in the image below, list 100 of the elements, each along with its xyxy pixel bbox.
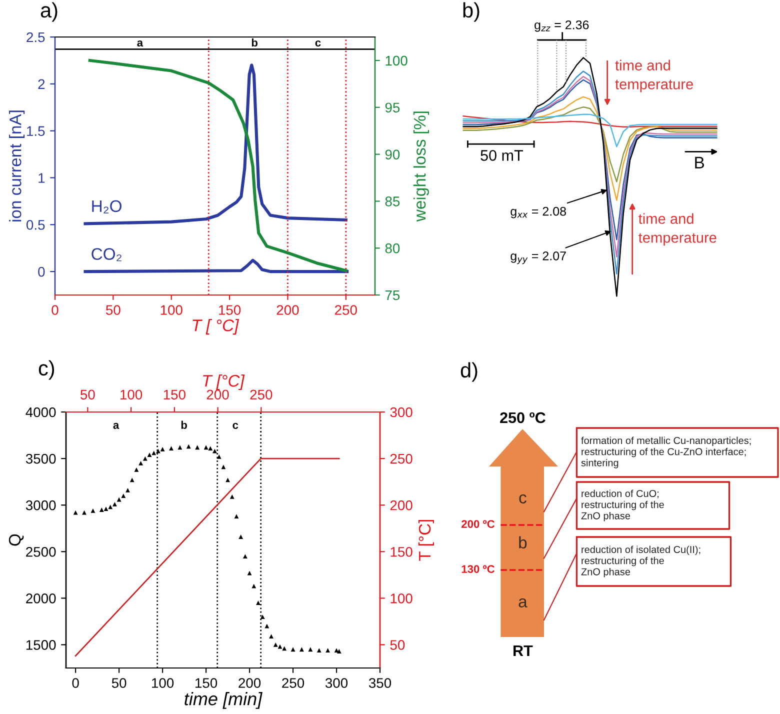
y-tick-label: 3500 — [26, 454, 56, 464]
point — [138, 461, 143, 466]
x-axis-title: time [min] — [184, 692, 262, 709]
point — [169, 446, 174, 450]
point — [212, 448, 217, 454]
text: 200 ºC — [462, 520, 495, 528]
line-series — [84, 64, 348, 226]
text: reduction of isolated Cu(II); restructuring of the ZnO phase — [581, 546, 700, 578]
annotation: time and temperature — [638, 213, 716, 246]
text: c — [519, 494, 526, 504]
point — [142, 456, 148, 461]
y2-tick-label: 300 — [390, 407, 412, 418]
annotation: B — [695, 156, 704, 168]
text: b — [519, 536, 527, 548]
point — [300, 647, 304, 652]
point — [90, 508, 96, 513]
point — [121, 494, 126, 498]
point — [116, 497, 122, 502]
y-tick-label: 4000 — [26, 407, 56, 418]
y-tick-label: 1.5 — [27, 126, 45, 136]
point — [234, 514, 239, 518]
text: d) — [460, 362, 478, 382]
y-tick-label: 2500 — [26, 546, 56, 557]
text: a — [518, 598, 528, 608]
y-tick-label: 0 — [38, 266, 45, 277]
point — [336, 649, 342, 654]
chart-title: b) — [463, 2, 480, 22]
x-tick-label: 250 — [282, 678, 304, 688]
point — [260, 614, 265, 619]
y2-axis-title: weight loss [%] — [413, 112, 429, 222]
annotation: c — [315, 40, 321, 47]
y2-tick-label: 75 — [385, 290, 400, 300]
point — [156, 448, 160, 454]
x-tick-label: 350 — [368, 678, 392, 688]
point — [242, 554, 248, 558]
point — [195, 445, 200, 450]
x-tick-label: 100 — [160, 305, 182, 315]
y-tick-label: 1 — [38, 173, 45, 183]
point — [186, 444, 191, 449]
x2-tick-label: 100 — [120, 390, 142, 400]
point — [238, 534, 244, 539]
point — [134, 468, 139, 472]
point — [226, 478, 230, 482]
y2-tick-label: 200 — [390, 500, 412, 510]
point — [152, 450, 156, 456]
point — [290, 647, 296, 652]
point — [282, 646, 287, 651]
y2-tick-label: 150 — [390, 546, 412, 557]
line-series — [88, 58, 348, 272]
point — [204, 445, 208, 450]
text: 250 ºC — [500, 412, 546, 424]
annotation: g$_{yy}$ = 2.07 — [510, 251, 566, 264]
annotation: a — [113, 422, 120, 429]
point — [126, 488, 130, 492]
annotation: b — [252, 38, 258, 47]
y-tick-label: 2000 — [26, 594, 56, 604]
point — [221, 464, 226, 470]
annotation: c — [232, 422, 238, 429]
point — [273, 642, 278, 647]
x2-axis-title: T [°C] — [203, 374, 245, 390]
x-tick-label: 150 — [196, 678, 218, 688]
y2-tick-label: 95 — [385, 102, 400, 113]
y-tick-label: 2.5 — [26, 32, 45, 42]
y2-tick-label: 90 — [385, 150, 400, 160]
point — [230, 494, 234, 499]
series-label: CO₂ — [92, 248, 122, 262]
point — [252, 584, 256, 588]
point — [73, 510, 78, 515]
point — [99, 508, 104, 512]
text: reduction of CuO; restructuring of the ZnO phase — [581, 490, 664, 522]
point — [147, 452, 152, 458]
annotation: a — [137, 40, 144, 47]
x-tick-label: 50 — [112, 678, 126, 688]
point — [160, 447, 165, 452]
y-tick-label: 0.5 — [26, 220, 45, 230]
x-tick-label: 0 — [72, 678, 79, 688]
annotation: b — [181, 420, 187, 429]
x-tick-label: 250 — [335, 305, 357, 315]
chart-title: c) — [38, 360, 54, 380]
y2-tick-label: 80 — [385, 243, 400, 254]
y-axis-title: Q — [8, 534, 24, 546]
point — [256, 600, 260, 606]
point — [178, 445, 182, 450]
point — [316, 648, 322, 653]
y-tick-label: 2 — [38, 79, 45, 89]
text: formation of metallic Cu-nanoparticles; restructuring of the Cu-ZnO interface; sintering — [581, 436, 751, 468]
x-tick-label: 50 — [106, 305, 120, 315]
text: RT — [514, 645, 533, 656]
y2-tick-label: 250 — [390, 454, 412, 464]
y2-axis-title: T [°C] — [418, 520, 434, 561]
point — [326, 648, 330, 653]
y2-tick-label: 85 — [385, 196, 400, 206]
y-tick-label: 1500 — [26, 640, 56, 650]
y2-tick-label: 100 — [386, 56, 408, 66]
point — [269, 634, 274, 639]
y2-tick-label: 50 — [390, 640, 405, 650]
x-axis-title: T [ °C] — [192, 319, 240, 335]
annotation: g$_{xx}$ = 2.08 — [510, 206, 566, 218]
point — [112, 502, 117, 506]
x-tick-label: 150 — [219, 305, 241, 315]
